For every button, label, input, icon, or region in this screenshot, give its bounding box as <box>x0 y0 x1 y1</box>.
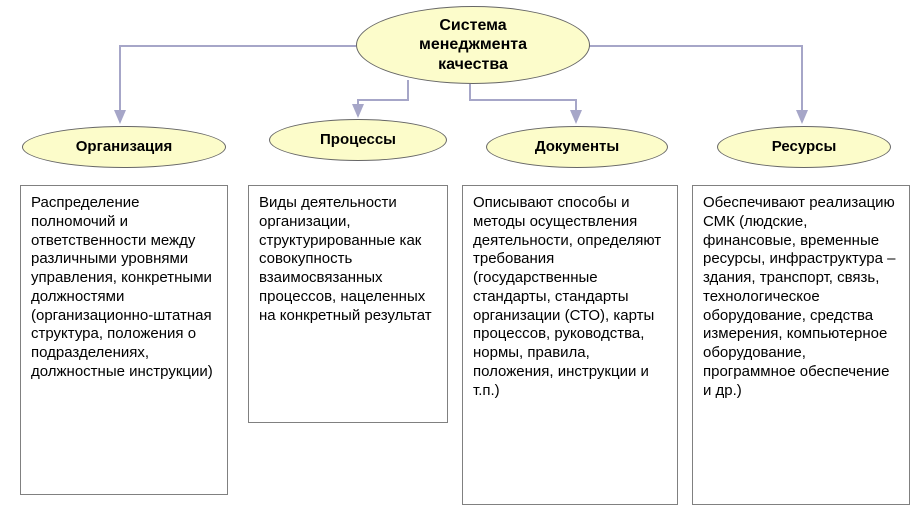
edge-2 <box>470 84 576 122</box>
desc-doc: Описывают способы и методы осуществления… <box>462 185 678 505</box>
desc-res: Обеспечивают реализацию СМК (людские, фи… <box>692 185 910 505</box>
desc-proc-text: Виды деятельности организации, структури… <box>259 194 432 324</box>
root-node: Система менеджмента качества <box>356 6 590 84</box>
desc-res-text: Обеспечивают реализацию СМК (людские, фи… <box>703 194 896 399</box>
edge-1 <box>358 80 408 116</box>
edge-0 <box>120 46 356 122</box>
node-proc: Процессы <box>269 119 447 161</box>
node-org: Организация <box>22 126 226 168</box>
desc-org: Распределение полномочий и ответственнос… <box>20 185 228 495</box>
desc-proc: Виды деятельности организации, структури… <box>248 185 448 423</box>
node-proc-label: Процессы <box>320 131 396 149</box>
node-doc: Документы <box>486 126 668 168</box>
desc-org-text: Распределение полномочий и ответственнос… <box>31 194 213 380</box>
node-org-label: Организация <box>76 138 173 156</box>
node-res: Ресурсы <box>717 126 891 168</box>
node-res-label: Ресурсы <box>772 138 837 156</box>
node-doc-label: Документы <box>535 138 619 156</box>
root-node-label: Система менеджмента качества <box>419 16 527 74</box>
edge-3 <box>588 46 802 122</box>
desc-doc-text: Описывают способы и методы осуществления… <box>473 194 661 399</box>
